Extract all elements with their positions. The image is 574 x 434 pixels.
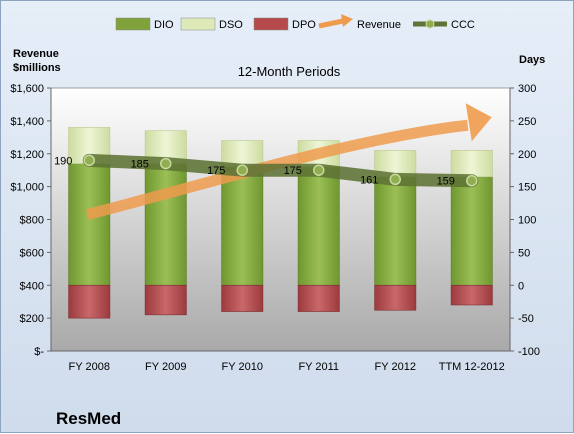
x-tick-label: TTM 12-2012 (439, 361, 505, 373)
bar-dpo (221, 284, 264, 312)
right-tick-label: 300 (518, 83, 536, 95)
right-axis-ticks: -100 -50 0 50 100 150 200 250 300 (510, 83, 540, 358)
bar-dio (144, 163, 187, 286)
ccc-point (313, 164, 325, 176)
revenue-arrow (85, 103, 492, 220)
bar-dpo (450, 284, 493, 306)
bar-dpo (68, 284, 111, 319)
ccc-point (236, 164, 248, 176)
right-tick-label: 250 (518, 116, 536, 128)
bar-stacks (68, 127, 493, 319)
legend-label-ccc: CCC (451, 19, 475, 31)
ccc-point (466, 174, 478, 187)
bar-dpo (374, 284, 417, 311)
bar-dio (297, 166, 340, 286)
revenue-arrow-head (465, 103, 492, 142)
bar-dio (68, 163, 111, 286)
left-axis-label-line: $millions (13, 62, 61, 74)
left-tick-label: $1,000 (10, 182, 44, 194)
legend-swatch-revenue-head (341, 14, 353, 27)
right-tick-label: -100 (518, 346, 540, 358)
left-tick-label: $400 (20, 280, 44, 292)
left-axis-label-line: Revenue (13, 48, 59, 60)
ccc-data-label: 190 (54, 155, 72, 167)
ccc-data-label: 175 (207, 165, 225, 177)
x-tick-label: FY 2008 (69, 361, 110, 373)
left-tick-label: $800 (20, 215, 44, 227)
x-tick-label: FY 2011 (298, 361, 339, 373)
x-tick-label: FY 2010 (222, 361, 263, 373)
left-tick-label: $1,600 (10, 83, 44, 95)
left-tick-label: $600 (20, 247, 44, 259)
left-tick-label: $1,400 (10, 116, 44, 128)
legend-swatch-dpo (253, 17, 289, 31)
left-tick-label: $1,200 (10, 149, 44, 161)
legend-label-dio: DIO (154, 19, 174, 31)
legend-swatch-dso (180, 17, 216, 31)
ccc-line: 190 185 175 175 161 159 (54, 153, 479, 188)
right-tick-label: 100 (518, 215, 536, 227)
x-tick-label: FY 2012 (375, 361, 416, 373)
right-tick-label: 50 (518, 247, 530, 259)
legend-label-revenue: Revenue (357, 19, 401, 31)
left-tick-label: $200 (20, 313, 44, 325)
ccc-data-label: 159 (437, 176, 455, 188)
ccc-data-label: 185 (131, 159, 149, 171)
right-tick-label: -50 (518, 313, 534, 325)
left-axis-ticks: $- $200 $400 $600 $800 $1,000 $1,200 $1,400 $1,6… (10, 83, 51, 358)
legend-swatch-dio (115, 17, 151, 31)
bar-dio (374, 176, 417, 286)
company-name: ResMed (56, 409, 121, 428)
left-tick-label: $- (34, 346, 44, 358)
legend: DIO DSO DPO Revenue CCC (115, 14, 475, 31)
ccc-point (160, 157, 172, 170)
bar-dpo (144, 284, 187, 316)
bar-dpo (297, 284, 340, 312)
legend-swatch-ccc-point (425, 19, 435, 29)
legend-label-dpo: DPO (292, 19, 316, 31)
bar-dio (450, 176, 493, 286)
x-axis-labels: FY 2008 FY 2009 FY 2010 FY 2011 FY 2012 TTM 1… (69, 361, 505, 373)
bar-dso (450, 150, 493, 178)
legend-swatch-revenue (318, 18, 344, 29)
ccc-point (83, 154, 95, 167)
right-tick-label: 0 (518, 280, 524, 292)
right-tick-label: 200 (518, 149, 536, 161)
right-tick-label: 150 (518, 182, 536, 194)
left-axis-label: Revenue $millions (13, 48, 61, 74)
revenue-arrow-shaft (85, 119, 469, 220)
ccc-series-line (82, 153, 479, 188)
x-tick-label: FY 2009 (145, 361, 186, 373)
chart-title: 12-Month Periods (238, 64, 341, 79)
bar-dio (221, 166, 264, 286)
right-axis-label: Days (519, 54, 545, 66)
ccc-point (389, 173, 401, 186)
ccc-data-label: 161 (360, 174, 378, 186)
legend-label-dso: DSO (219, 19, 243, 31)
ccc-data-label: 175 (284, 165, 302, 177)
